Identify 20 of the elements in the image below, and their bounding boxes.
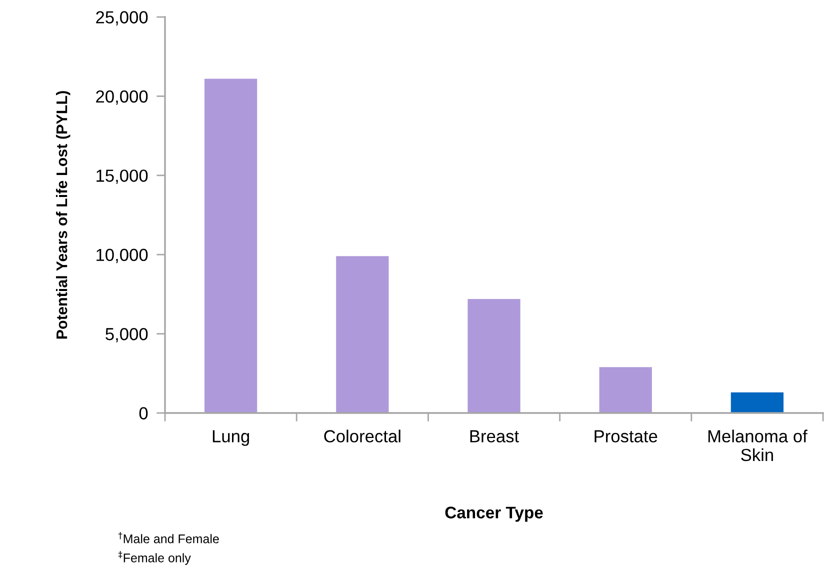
bar bbox=[599, 367, 652, 413]
x-tick-label: Colorectal bbox=[324, 430, 400, 442]
y-tick-label: 5,000 bbox=[106, 328, 148, 342]
x-tick-label: Lung bbox=[212, 430, 249, 446]
bar bbox=[468, 298, 520, 413]
x-tick-label: Breast bbox=[470, 430, 519, 442]
bar bbox=[730, 392, 784, 413]
text: $^{†}$Male and Female bbox=[118, 532, 219, 544]
x-tick-label: Melanoma of Skin bbox=[708, 430, 808, 462]
bar bbox=[204, 78, 258, 413]
bar bbox=[336, 256, 389, 413]
x-tick-label: Prostate bbox=[594, 430, 658, 442]
y-axis-title: Potential Years of Life Lost (PYLL) bbox=[56, 91, 70, 339]
y-tick-label: 15,000 bbox=[96, 170, 148, 184]
y-tick-label: 25,000 bbox=[96, 11, 148, 26]
y-tick-label: 20,000 bbox=[96, 90, 148, 105]
x-axis-title: Cancer Type bbox=[445, 506, 543, 522]
y-tick-label: 10,000 bbox=[96, 248, 148, 264]
text: $^{‡}$Female only bbox=[118, 551, 191, 565]
y-tick-label: 0 bbox=[139, 407, 148, 420]
